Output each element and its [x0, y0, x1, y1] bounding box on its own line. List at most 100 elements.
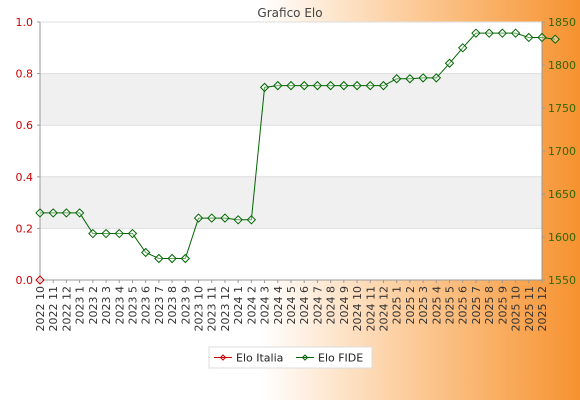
- data-point: [497, 28, 508, 38]
- x-tick-label: 2025 11: [523, 286, 536, 332]
- y-left-tick-label: 0.0: [16, 274, 34, 287]
- data-point: [299, 80, 309, 91]
- x-tick-label: 2025 12: [536, 286, 549, 332]
- x-tick-label: 2025 9: [496, 286, 509, 325]
- data-point: [101, 228, 111, 239]
- x-tick-label: 2025 1: [391, 286, 404, 325]
- x-tick-label: 2024 5: [285, 286, 298, 325]
- x-tick-label: 2024 2: [245, 286, 258, 325]
- x-tick-label: 2023 1: [74, 286, 87, 325]
- x-tick-label: 2023 10: [193, 286, 206, 332]
- data-point: [405, 74, 415, 84]
- data-point: [365, 80, 375, 91]
- x-tick-label: 2024 4: [272, 286, 285, 325]
- data-point: [484, 28, 494, 38]
- data-point: [180, 253, 191, 264]
- data-point: [286, 80, 296, 91]
- data-point: [167, 253, 177, 264]
- data-point: [193, 213, 204, 223]
- data-point: [233, 215, 243, 225]
- data-point: [339, 80, 349, 91]
- y-right-tick-labels: 1550 1600 1650 1700 1750 1800 1850: [542, 16, 576, 287]
- chart-title: Grafico Elo: [257, 6, 322, 20]
- data-point: [114, 228, 124, 239]
- legend-item-italia: Elo Italia: [214, 352, 283, 365]
- legend-box: [208, 346, 373, 369]
- x-tick-label: 2023 9: [179, 286, 192, 325]
- data-point: [140, 247, 151, 258]
- data-point: [74, 208, 85, 218]
- x-tick-label: 2024 8: [325, 286, 338, 325]
- y-right-tick-label: 1700: [548, 145, 576, 158]
- x-tick-label: 2025 10: [510, 286, 523, 332]
- series-elo-fide: [35, 28, 560, 264]
- data-point: [391, 74, 402, 84]
- data-point: [471, 28, 481, 38]
- x-tick-label: 2023 7: [153, 286, 166, 325]
- x-tick-label: 2023 3: [100, 286, 113, 325]
- series-layer: [35, 28, 560, 285]
- data-point: [325, 80, 336, 91]
- legend-marker-italia: [219, 354, 227, 361]
- y-right-tick-label: 1650: [548, 188, 576, 201]
- data-point: [550, 34, 560, 44]
- legend: Elo Italia Elo FIDE: [208, 346, 373, 369]
- x-tick-label: 2025 6: [457, 286, 470, 325]
- data-point: [48, 208, 58, 218]
- data-point: [35, 208, 45, 218]
- data-point: [378, 80, 389, 91]
- y-right-tick-label: 1800: [548, 59, 576, 72]
- x-tick-label: 2024 10: [351, 286, 364, 332]
- legend-label-fide: Elo FIDE: [318, 352, 363, 365]
- data-point: [259, 82, 270, 93]
- data-point: [207, 213, 217, 223]
- data-point: [273, 80, 283, 91]
- data-point: [127, 228, 138, 239]
- x-tick-label: 2022 12: [60, 286, 73, 332]
- data-point: [458, 43, 468, 53]
- x-tick-label: 2022 11: [47, 286, 60, 332]
- data-point: [510, 28, 521, 38]
- y-left-tick-label: 0.4: [16, 171, 34, 184]
- x-tick-label: 2025 7: [470, 286, 483, 325]
- y-left-tick-label: 0.8: [16, 68, 34, 81]
- y-right-tick-label: 1750: [548, 102, 576, 115]
- y-right-tick-label: 1850: [548, 16, 576, 29]
- x-tick-label: 2024 6: [298, 286, 311, 325]
- y-right-tick-label: 1600: [548, 231, 576, 244]
- data-point: [524, 32, 534, 43]
- data-point: [312, 80, 323, 91]
- x-tick-label: 2023 2: [87, 286, 100, 325]
- data-point: [88, 228, 98, 239]
- x-tick-label: 2023 12: [219, 286, 232, 332]
- data-point: [537, 32, 547, 43]
- legend-item-fide: Elo FIDE: [296, 352, 363, 365]
- x-tick-label: 2025 3: [417, 286, 430, 325]
- data-point: [431, 73, 442, 83]
- series-line: [40, 32, 556, 259]
- data-point: [35, 275, 45, 285]
- x-tick-label: 2024 3: [259, 286, 272, 325]
- grid-bands: [40, 73, 542, 229]
- data-point: [246, 215, 257, 225]
- x-tick-label: 2023 8: [166, 286, 179, 325]
- legend-label-italia: Elo Italia: [236, 352, 283, 365]
- x-tick-label: 2024 11: [364, 286, 377, 332]
- x-tick-label: 2025 8: [483, 286, 496, 325]
- x-tick-label: 2024 7: [311, 286, 324, 325]
- data-point: [61, 208, 72, 218]
- data-point: [154, 253, 164, 264]
- grid-band: [40, 176, 542, 229]
- y-right-tick-label: 1550: [548, 274, 576, 287]
- x-tick-label: 2024 12: [377, 286, 390, 332]
- x-tick-label: 2025 2: [404, 286, 417, 325]
- data-point: [352, 80, 362, 91]
- y-left-tick-labels: 0.0 0.2 0.4 0.6 0.8 1.0: [16, 16, 40, 287]
- data-point: [220, 213, 230, 223]
- x-tick-label: 2023 5: [126, 286, 139, 325]
- x-tick-label: 2025 5: [444, 286, 457, 325]
- y-left-tick-label: 0.2: [16, 222, 34, 235]
